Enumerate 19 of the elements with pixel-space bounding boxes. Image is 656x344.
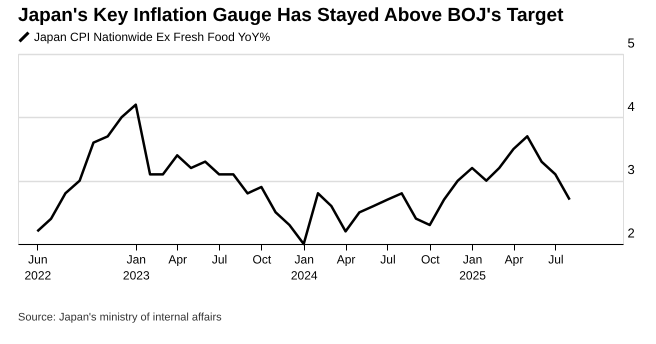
x-tick-label: Jan 2025 (459, 252, 486, 282)
x-tick-label: Jul (548, 252, 564, 266)
x-tick-label: Oct (252, 252, 272, 266)
y-tick-label: 3 (628, 162, 635, 178)
x-tick-label: Oct (420, 252, 440, 266)
x-tick-label: Apr (168, 252, 188, 266)
y-tick-label: 2 (628, 226, 635, 240)
x-tick-label: Apr (504, 252, 524, 266)
legend-label: Japan CPI Nationwide Ex Fresh Food YoY% (34, 30, 270, 44)
chart-title: Japan's Key Inflation Gauge Has Stayed Above BOJ's Target (18, 5, 564, 26)
x-tick-label: Jan 2024 (290, 252, 318, 282)
x-tick-label: Jul (380, 252, 396, 266)
x-tick-label: Jun 2022 (24, 252, 52, 282)
x-tick-label: Apr (336, 252, 356, 266)
y-tick-label: 5 (628, 36, 635, 50)
source-note: Source: Japan's ministry of internal affairs (18, 312, 222, 324)
y-tick-label: 4 (628, 98, 635, 114)
x-tick-label: Jul (212, 252, 228, 266)
x-tick-label: Jan 2023 (122, 252, 150, 282)
